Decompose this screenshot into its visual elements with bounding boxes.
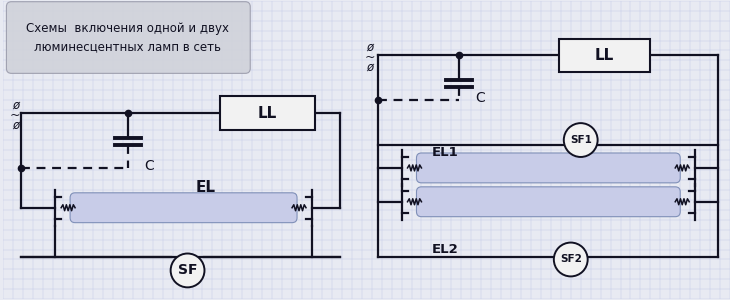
FancyBboxPatch shape [220, 96, 315, 130]
Text: ø: ø [12, 99, 19, 112]
FancyBboxPatch shape [417, 153, 680, 183]
Text: ø: ø [12, 118, 19, 132]
Text: LL: LL [595, 48, 614, 63]
Text: SF1: SF1 [570, 135, 591, 145]
Text: C: C [475, 91, 485, 105]
Text: LL: LL [258, 106, 277, 121]
Text: EL: EL [195, 180, 215, 195]
Text: C: C [144, 159, 153, 173]
FancyBboxPatch shape [558, 38, 650, 72]
Text: ø: ø [366, 61, 373, 74]
Text: EL2: EL2 [431, 243, 458, 256]
Text: ø: ø [366, 41, 373, 54]
Text: ~: ~ [364, 51, 375, 64]
Text: EL1: EL1 [431, 146, 458, 160]
Text: ~: ~ [10, 109, 20, 122]
Text: SF2: SF2 [560, 254, 582, 265]
FancyBboxPatch shape [417, 187, 680, 217]
Circle shape [564, 123, 598, 157]
FancyBboxPatch shape [70, 193, 297, 223]
Circle shape [554, 243, 588, 276]
FancyBboxPatch shape [7, 2, 250, 74]
Text: SF: SF [178, 263, 197, 278]
Text: Схемы  включения одной и двух
люминесцентных ламп в сеть: Схемы включения одной и двух люминесцент… [26, 22, 229, 53]
Circle shape [171, 254, 204, 287]
